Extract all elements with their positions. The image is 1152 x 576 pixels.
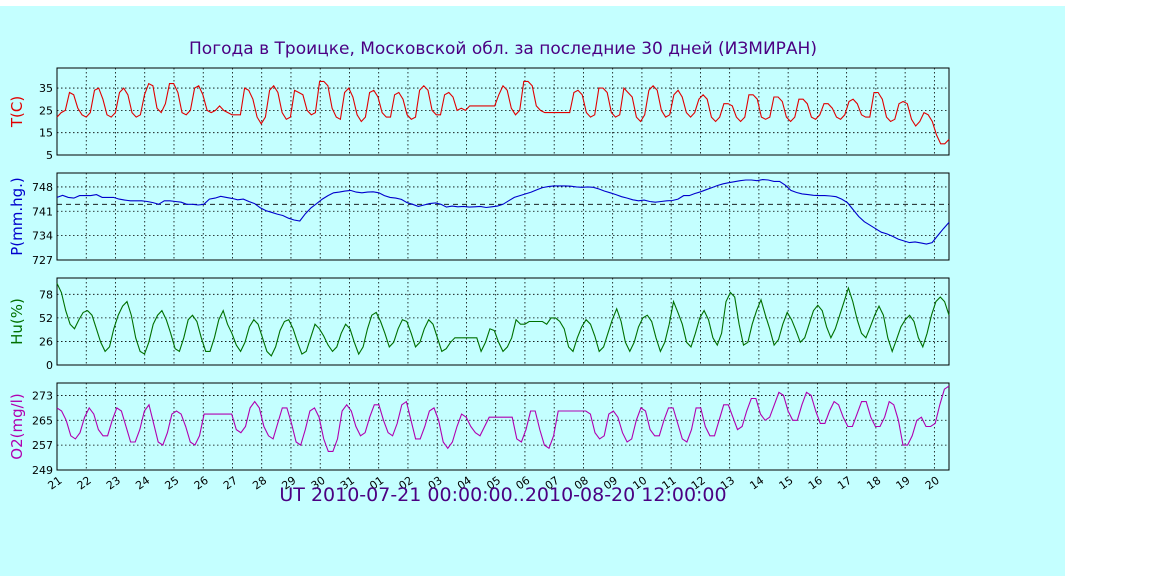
oxygen-panel: 249 257 265 273 O2(mg/l) bbox=[8, 382, 950, 477]
y-tick-label: 0 bbox=[46, 359, 53, 372]
y-tick-label: 15 bbox=[39, 127, 53, 140]
temperature-plot-area bbox=[56, 67, 950, 156]
y-tick-label: 26 bbox=[39, 335, 53, 348]
humidity-panel: 0 26 52 78 Hu(%) bbox=[8, 277, 950, 372]
oxygen-plot-area bbox=[56, 382, 950, 471]
y-tick-label: 35 bbox=[39, 82, 53, 95]
x-tick-label: 14 bbox=[747, 474, 766, 493]
y-tick-label: 25 bbox=[39, 104, 53, 117]
pressure-panel: 727 734 741 748 P(mm.hg.) bbox=[8, 172, 950, 267]
humidity-axis-label: Hu(%) bbox=[8, 298, 26, 345]
temperature-axis-label: T(C) bbox=[8, 96, 26, 128]
chart-panels: 5 15 25 35 T(C) 727 734 741 748 P(mm.hg.) 0 26 52 78 H… bbox=[8, 67, 950, 477]
y-tick-label: 273 bbox=[32, 389, 53, 402]
y-tick-label: 748 bbox=[32, 181, 53, 194]
y-tick-label: 249 bbox=[32, 464, 53, 477]
x-tick-label: 15 bbox=[777, 474, 796, 493]
y-tick-label: 727 bbox=[32, 254, 53, 267]
x-tick-label: 20 bbox=[923, 474, 942, 493]
y-tick-label: 52 bbox=[39, 312, 53, 325]
y-tick-label: 5 bbox=[46, 149, 53, 162]
x-tick-label: 18 bbox=[864, 474, 883, 493]
x-tick-label: 24 bbox=[133, 474, 152, 493]
x-tick-label: 17 bbox=[835, 474, 854, 493]
weather-chart: Погода в Троицке, Московской обл. за пос… bbox=[8, 39, 950, 506]
y-tick-label: 78 bbox=[39, 288, 53, 301]
oxygen-axis-label: O2(mg/l) bbox=[8, 393, 26, 459]
pressure-axis-label: P(mm.hg.) bbox=[8, 177, 26, 256]
chart-title: Погода в Троицке, Московской обл. за пос… bbox=[189, 39, 817, 59]
x-tick-label: 22 bbox=[75, 474, 94, 493]
y-tick-label: 734 bbox=[32, 230, 53, 243]
x-tick-label: 28 bbox=[250, 474, 269, 493]
x-tick-label: 27 bbox=[221, 474, 240, 493]
y-tick-label: 257 bbox=[32, 439, 53, 452]
x-tick-label: 19 bbox=[894, 474, 913, 493]
pressure-series-line bbox=[56, 179, 950, 245]
x-axis-label: UT 2010-07-21 00:00:00..2010-08-20 12:00… bbox=[279, 484, 726, 506]
oxygen-series-line bbox=[56, 385, 950, 452]
x-tick-label: 16 bbox=[806, 474, 825, 493]
y-tick-label: 265 bbox=[32, 414, 53, 427]
chart-canvas: Погода в Троицке, Московской обл. за пос… bbox=[0, 6, 1065, 576]
pressure-plot-area bbox=[56, 172, 950, 261]
temperature-panel: 5 15 25 35 T(C) bbox=[8, 67, 950, 162]
humidity-series-line bbox=[56, 283, 950, 357]
temperature-series-line bbox=[56, 80, 950, 145]
y-tick-label: 741 bbox=[32, 205, 53, 218]
x-tick-label: 25 bbox=[163, 474, 182, 493]
x-tick-label: 26 bbox=[192, 474, 211, 493]
x-tick-label: 23 bbox=[104, 474, 123, 493]
